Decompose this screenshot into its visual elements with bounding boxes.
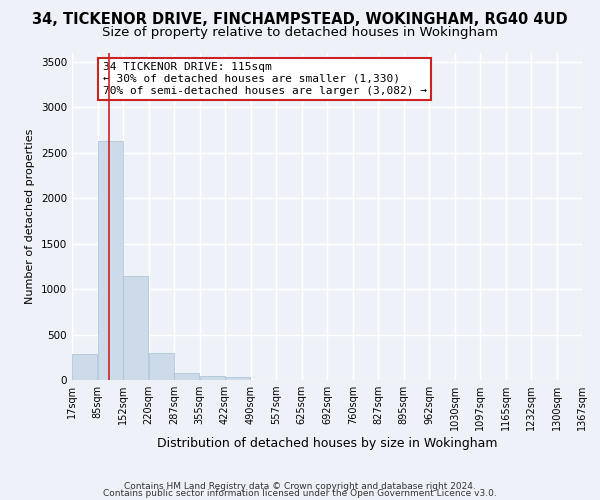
- Text: Contains HM Land Registry data © Crown copyright and database right 2024.: Contains HM Land Registry data © Crown c…: [124, 482, 476, 491]
- Bar: [123, 276, 148, 380]
- Text: Size of property relative to detached houses in Wokingham: Size of property relative to detached ho…: [102, 26, 498, 39]
- Bar: [149, 352, 174, 380]
- X-axis label: Distribution of detached houses by size in Wokingham: Distribution of detached houses by size …: [157, 438, 497, 450]
- Bar: [98, 140, 123, 380]
- Bar: [174, 372, 199, 380]
- Text: Contains public sector information licensed under the Open Government Licence v3: Contains public sector information licen…: [103, 490, 497, 498]
- Y-axis label: Number of detached properties: Number of detached properties: [25, 128, 35, 304]
- Text: 34 TICKENOR DRIVE: 115sqm
← 30% of detached houses are smaller (1,330)
70% of se: 34 TICKENOR DRIVE: 115sqm ← 30% of detac…: [103, 62, 427, 96]
- Text: 34, TICKENOR DRIVE, FINCHAMPSTEAD, WOKINGHAM, RG40 4UD: 34, TICKENOR DRIVE, FINCHAMPSTEAD, WOKIN…: [32, 12, 568, 28]
- Bar: [72, 354, 97, 380]
- Bar: [200, 376, 225, 380]
- Bar: [225, 378, 250, 380]
